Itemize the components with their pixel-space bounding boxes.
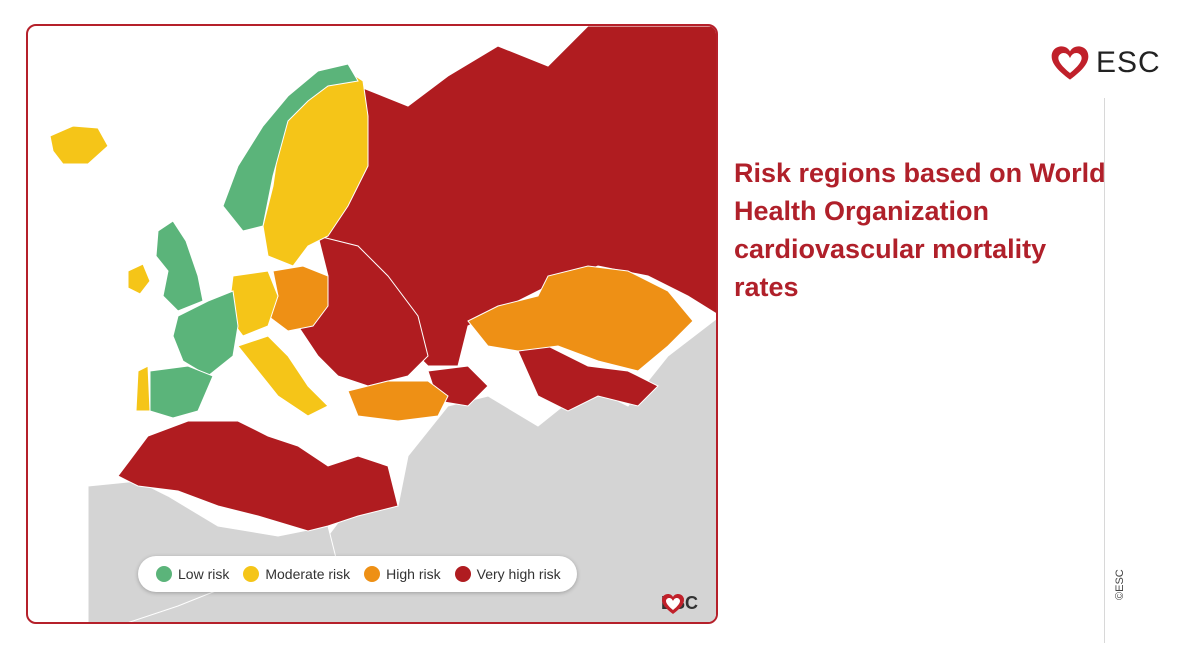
- slide-title: Risk regions based on World Health Organ…: [734, 158, 1106, 302]
- legend-item-moderate-risk: Moderate risk: [243, 566, 350, 582]
- legend-label: Very high risk: [476, 566, 561, 582]
- legend-item-very-high-risk: Very high risk: [454, 566, 561, 582]
- high-risk-kazakhstan: [467, 265, 694, 372]
- legend-label: Moderate risk: [265, 566, 351, 582]
- high-risk-turkey: [347, 380, 449, 422]
- legend-dot-very-high-risk: [454, 566, 471, 582]
- logo-text: ESC: [1096, 46, 1161, 79]
- vertical-divider: [1104, 98, 1105, 643]
- low-risk-west-europe: [172, 290, 239, 377]
- map-esc-logo: ESC: [661, 593, 698, 614]
- copyright-text: ©ESC: [1114, 569, 1126, 600]
- very-high-north-africa: [117, 420, 399, 532]
- legend-dot-high-risk: [364, 566, 381, 582]
- esc-logo: ESC: [1050, 44, 1161, 82]
- low-risk-norway: [222, 63, 359, 232]
- europe-map: [49, 26, 716, 622]
- moderate-risk-southern: [237, 335, 329, 417]
- legend-item-low-risk: Low risk: [156, 566, 229, 582]
- legend-dot-moderate-risk: [243, 566, 260, 582]
- legend-label: High risk: [386, 566, 441, 582]
- heart-logo-icon: [1051, 46, 1089, 80]
- legend-item-high-risk: High risk: [364, 566, 441, 582]
- legend-dot-low-risk: [156, 566, 172, 582]
- very-high-central-asia: [517, 345, 659, 412]
- legend-label: Low risk: [178, 566, 230, 582]
- heart-logo-icon: [661, 594, 684, 614]
- risk-region-map: Low risk Moderate risk High risk Very hi…: [26, 24, 718, 624]
- moderate-risk-ireland: [127, 263, 151, 295]
- low-risk-spain: [149, 365, 214, 419]
- low-risk-uk: [155, 220, 204, 312]
- moderate-risk-iceland: [49, 125, 109, 165]
- map-legend: Low risk Moderate risk High risk Very hi…: [138, 556, 577, 592]
- moderate-risk-portugal: [135, 365, 151, 412]
